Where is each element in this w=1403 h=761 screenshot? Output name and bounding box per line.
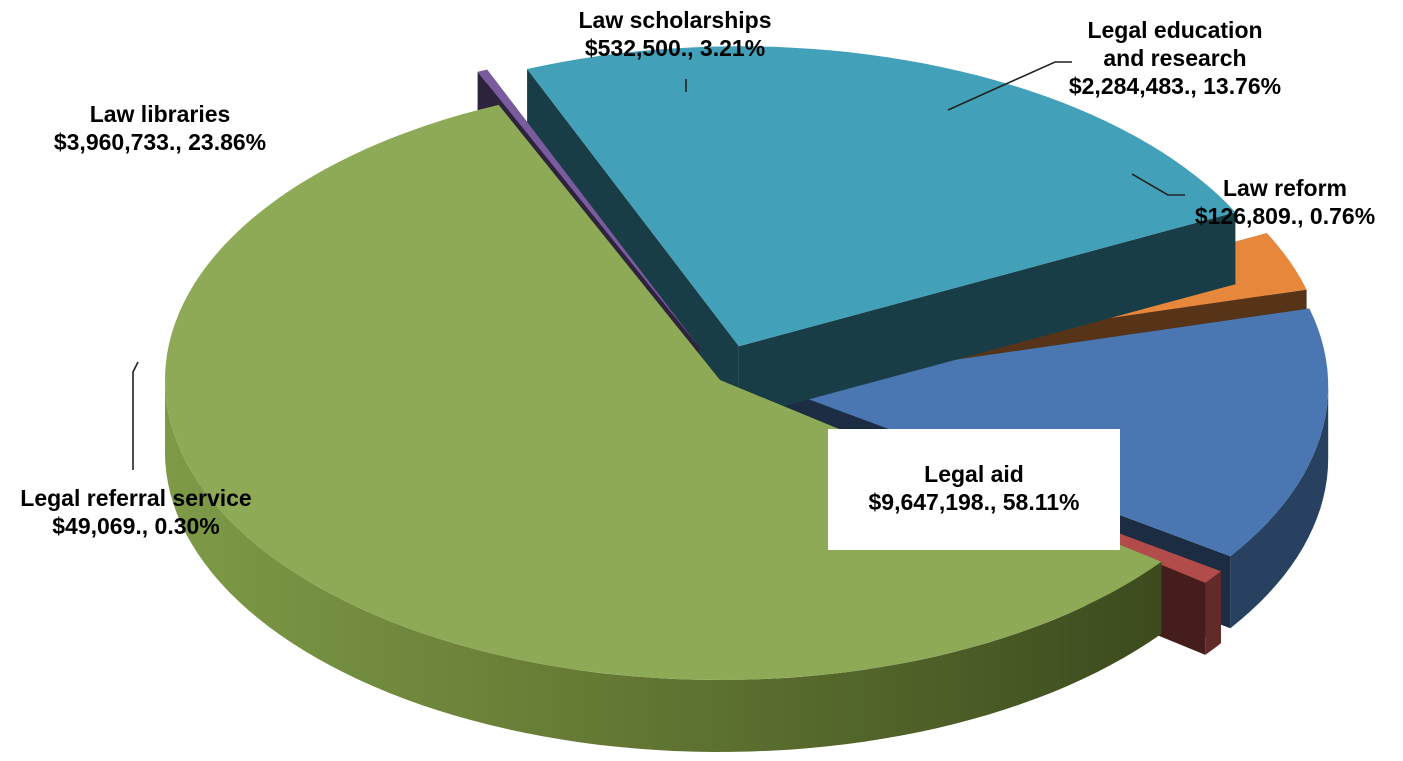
leader-line	[1131, 173, 1185, 196]
legal-aid-label-box	[828, 429, 1120, 550]
data-label-law-scholarships: Law scholarships $532,500., 3.21%	[535, 6, 815, 62]
slice-side	[1205, 571, 1221, 655]
slice-label-text: Law reform	[1223, 175, 1347, 201]
slice-label-text: and research	[1103, 45, 1247, 71]
slice-side	[165, 380, 1162, 752]
slice-value-text: $532,500., 3.21%	[584, 35, 766, 61]
slice-top	[477, 69, 699, 347]
slice-value-text: $49,069., 0.30%	[52, 513, 220, 539]
data-label-legal-aid: Legal aid $9,647,198., 58.11%	[832, 460, 1116, 516]
data-label-legal-education-and-research: Legal education and research $2,284,483., …	[1050, 16, 1300, 100]
slice-value-text: $126,809., 0.76%	[1194, 203, 1376, 229]
slice-label-text: Legal referral service	[20, 485, 252, 511]
leader-line	[132, 361, 139, 470]
slice-label-text: Legal aid	[924, 461, 1024, 487]
slice-value-text: $3,960,733., 23.86%	[53, 129, 267, 155]
slice-top	[527, 46, 1236, 347]
slice-value-text: $2,284,483., 13.76%	[1068, 73, 1282, 99]
slice-wall	[738, 212, 1236, 419]
data-label-law-reform: Law reform $126,809., 0.76%	[1180, 174, 1390, 230]
slice-label-text: Law libraries	[89, 101, 231, 127]
data-label-law-libraries: Law libraries $3,960,733., 23.86%	[20, 100, 300, 156]
leader-line	[947, 61, 1072, 111]
data-label-legal-referral-service: Legal referral service $49,069., 0.30%	[0, 484, 272, 540]
slice-label-text: Law scholarships	[578, 7, 772, 33]
slice-value-text: $9,647,198., 58.11%	[868, 489, 1080, 515]
slice-label-text: Legal education	[1087, 17, 1263, 43]
slice-side	[1230, 386, 1329, 629]
